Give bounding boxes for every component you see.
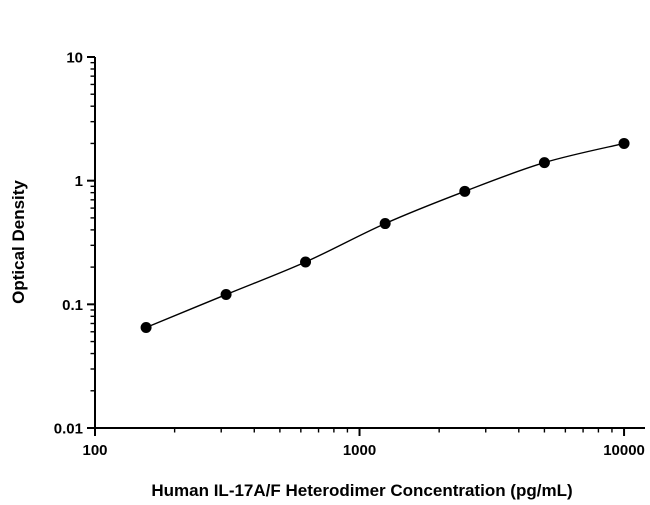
x-tick-label: 1000 (343, 442, 376, 459)
axis-lines (94, 57, 645, 429)
data-point (300, 256, 312, 268)
data-point (220, 289, 232, 301)
plot-area: 100 1000 10000 0.01 0.1 1 10 (54, 50, 645, 459)
x-axis-title: Human IL-17A/F Heterodimer Concentration… (151, 481, 572, 500)
y-tick-label: 1 (75, 173, 83, 190)
y-tick-label: 0.1 (62, 297, 83, 314)
data-point (538, 157, 550, 169)
y-tick-label: 10 (66, 50, 83, 67)
x-tick-label: 100 (82, 442, 107, 459)
data-point (379, 218, 391, 230)
y-tick-label: 0.01 (54, 421, 83, 438)
x-tick-label: 10000 (603, 442, 645, 459)
data-point (618, 137, 630, 149)
data-point (140, 321, 152, 333)
data-point (459, 185, 471, 197)
y-axis-title: Optical Density (9, 180, 28, 304)
series-line (145, 142, 625, 329)
